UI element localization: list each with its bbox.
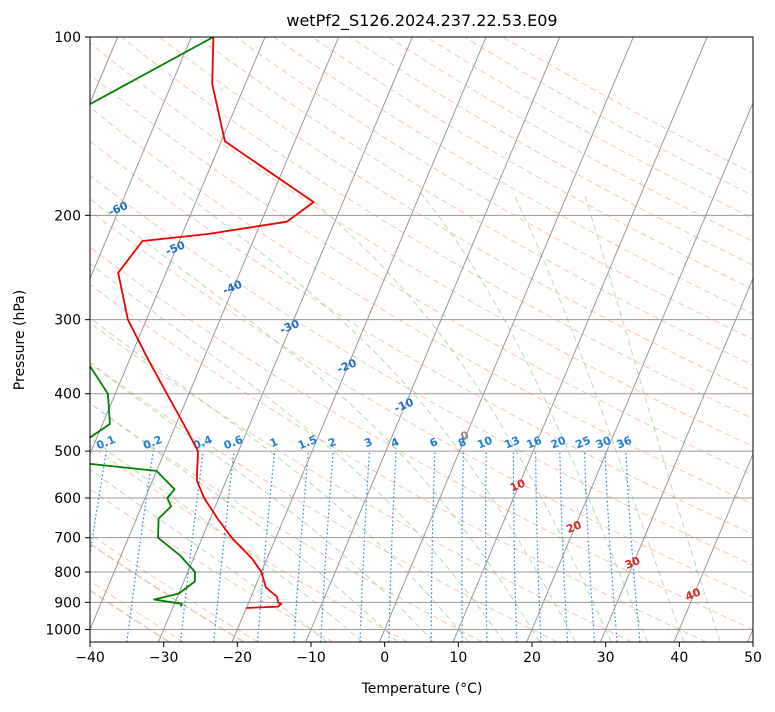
x-tick-label: 0 xyxy=(380,650,389,666)
y-tick-label: 700 xyxy=(54,531,81,547)
y-tick-label: 900 xyxy=(54,595,81,611)
y-tick-label: 200 xyxy=(54,208,81,224)
y-tick-label: 800 xyxy=(54,565,81,581)
y-tick-label: 400 xyxy=(54,387,81,403)
chart-title: wetPf2_S126.2024.237.22.53.E09 xyxy=(286,11,557,31)
x-tick-label: −20 xyxy=(223,650,253,666)
y-axis-label: Pressure (hPa) xyxy=(12,290,28,390)
y-tick-label: 600 xyxy=(54,491,81,507)
x-tick-label: 30 xyxy=(597,650,615,666)
x-axis-label: Temperature (°C) xyxy=(361,681,483,697)
x-tick-label: 40 xyxy=(670,650,688,666)
x-tick-label: 50 xyxy=(744,650,762,666)
y-tick-label: 1000 xyxy=(45,622,81,638)
y-tick-label: 300 xyxy=(54,313,81,329)
y-tick-label: 500 xyxy=(54,444,81,460)
x-tick-label: −10 xyxy=(296,650,326,666)
x-tick-label: −30 xyxy=(149,650,179,666)
x-tick-label: 20 xyxy=(523,650,541,666)
x-tick-label: 10 xyxy=(449,650,467,666)
x-tick-label: −40 xyxy=(75,650,105,666)
y-tick-label: 100 xyxy=(54,30,81,46)
